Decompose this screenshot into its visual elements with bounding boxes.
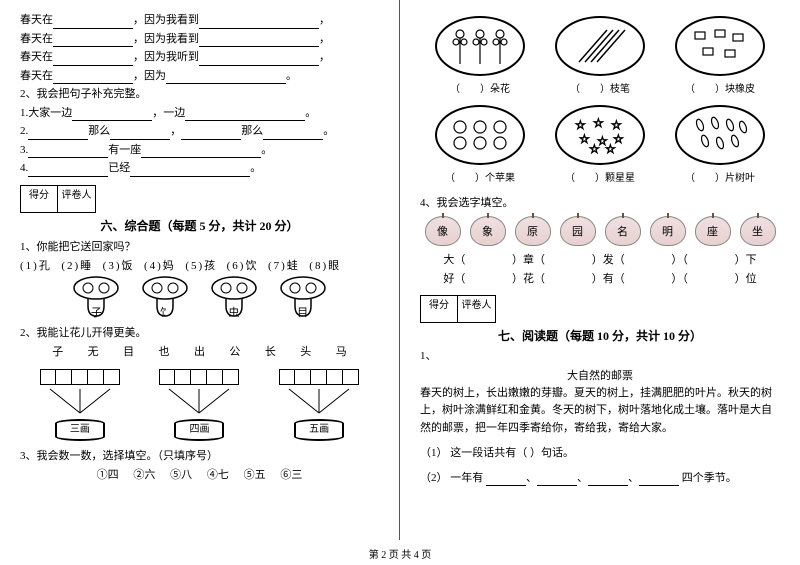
char-options: (1)孔 (2)睡 (3)饭 (4)妈 (5)孩 (6)饮 (7)蛙 (8)眼 <box>20 258 379 275</box>
fill-line: 1.大家一边，一边。 <box>20 105 379 122</box>
svg-text:☆: ☆ <box>611 118 622 132</box>
svg-text:☆: ☆ <box>589 142 600 156</box>
section-7-title: 七、阅读题（每题 10 分，共计 10 分） <box>420 327 780 344</box>
q2-title: 2、我会把句子补充完整。 <box>20 86 379 103</box>
fill-line: 2.那么，那么。 <box>20 123 379 140</box>
fill-line: 3.有一座。 <box>20 142 379 159</box>
q6-2: 2、我能让花儿开得更美。 <box>20 324 379 340</box>
score-cell: 评卷人 <box>58 185 96 213</box>
sub-q2: （2） 一年有 、、、 四个季节。 <box>420 470 780 487</box>
passage-title: 大自然的邮票 <box>420 367 780 383</box>
fill-line: 4.已经。 <box>20 160 379 177</box>
stars-icon: ☆☆☆☆☆☆☆☆ <box>555 105 645 165</box>
mushroom-row: 子 饣 虫 目 <box>20 276 379 320</box>
fill-row: 好（）花（）有（）（）位 <box>420 271 780 288</box>
score-box: 得分 评卷人 <box>420 295 780 323</box>
flowers-icon <box>435 16 525 76</box>
erasers-icon <box>675 16 765 76</box>
svg-text:☆: ☆ <box>575 118 586 132</box>
fill-row: 大（）章（）发（）（）下 <box>420 252 780 269</box>
q6-3: 3、我会数一数，选择填空。（只填序号） <box>20 447 379 463</box>
q4: 4、我会选字填空。 <box>420 194 780 210</box>
spring-line: 春天在，因为。 <box>20 68 379 85</box>
q7-1: 1、 <box>420 348 780 365</box>
pencils-icon <box>555 16 645 76</box>
svg-text:☆: ☆ <box>605 142 616 156</box>
spring-line: 春天在，因为我看到， <box>20 12 379 29</box>
flower-chars: 子无目也出公长头马 <box>20 344 379 361</box>
svg-text:☆: ☆ <box>593 116 604 130</box>
apple-row: 像象原园名明座坐 <box>420 216 780 246</box>
page-footer: 第 2 页 共 4 页 <box>0 546 800 561</box>
spring-line: 春天在，因为我看到， <box>20 31 379 48</box>
apples-icon <box>435 105 525 165</box>
spring-line: 春天在，因为我听到， <box>20 49 379 66</box>
passage: 春天的树上，长出嫩嫩的芽瓣。夏天的树上，挂满肥肥的叶片。秋天的树上，树叶涂满鲜红… <box>420 385 780 438</box>
score-box: 得分 评卷人 <box>20 185 379 213</box>
section-6-title: 六、综合题（每题 5 分，共计 20 分） <box>20 217 379 234</box>
flower-row: 三画 四画 五画 <box>20 367 379 441</box>
leaves-icon <box>675 105 765 165</box>
image-row-2: （ ）个苹果 ☆☆☆☆☆☆☆☆（ ）颗星星 （ ）片树叶 <box>420 105 780 188</box>
sub-q1: （1） 这一段话共有（ ）句话。 <box>420 445 780 462</box>
q6-1: 1、你能把它送回家吗？ <box>20 238 379 254</box>
image-row-1: （ ）朵花 （ ）枝笔 （ ）块橡皮 <box>420 16 780 99</box>
options: ①四 ②六 ⑤八 ④七 ⑤五 ⑥三 <box>20 467 379 484</box>
score-cell: 得分 <box>20 185 58 213</box>
